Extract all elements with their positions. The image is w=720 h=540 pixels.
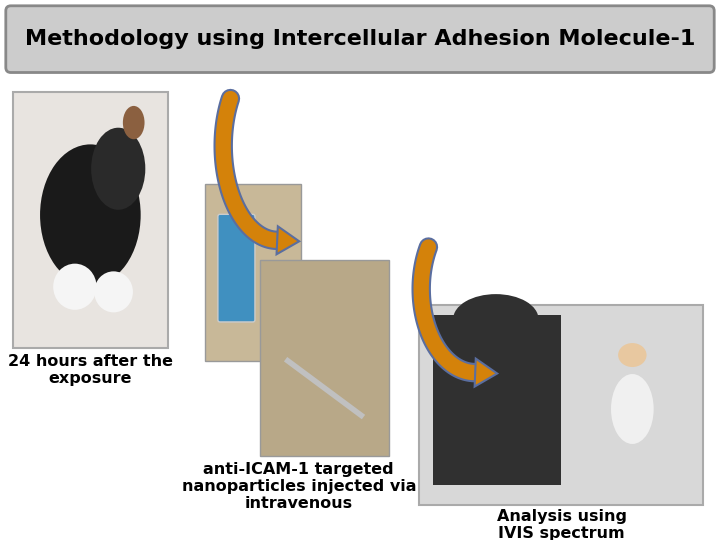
Ellipse shape bbox=[123, 106, 145, 139]
Text: 24 hours after the
exposure: 24 hours after the exposure bbox=[7, 354, 173, 386]
FancyBboxPatch shape bbox=[205, 184, 301, 361]
Ellipse shape bbox=[453, 294, 539, 344]
Polygon shape bbox=[474, 359, 498, 387]
FancyBboxPatch shape bbox=[261, 260, 389, 456]
Ellipse shape bbox=[94, 271, 133, 312]
FancyBboxPatch shape bbox=[433, 315, 562, 485]
Polygon shape bbox=[276, 226, 300, 254]
Ellipse shape bbox=[618, 343, 647, 367]
Ellipse shape bbox=[91, 127, 145, 210]
FancyBboxPatch shape bbox=[13, 92, 168, 348]
FancyBboxPatch shape bbox=[419, 305, 703, 505]
Ellipse shape bbox=[611, 374, 654, 444]
Ellipse shape bbox=[40, 144, 140, 286]
FancyBboxPatch shape bbox=[218, 214, 255, 322]
Text: Methodology using Intercellular Adhesion Molecule-1: Methodology using Intercellular Adhesion… bbox=[24, 29, 696, 49]
Ellipse shape bbox=[53, 264, 96, 310]
Text: Analysis using
IVIS spectrum: Analysis using IVIS spectrum bbox=[497, 509, 626, 540]
Text: anti-ICAM-1 targeted
nanoparticles injected via
intravenous: anti-ICAM-1 targeted nanoparticles injec… bbox=[181, 462, 416, 511]
FancyBboxPatch shape bbox=[6, 6, 714, 72]
